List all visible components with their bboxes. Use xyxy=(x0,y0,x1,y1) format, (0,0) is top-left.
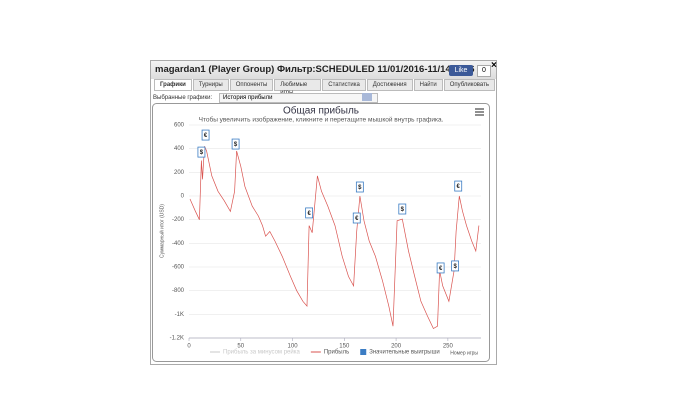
tab[interactable]: Турниры xyxy=(192,79,229,91)
chart: Общая прибыль Чтобы увеличить изображени… xyxy=(152,103,490,362)
win-flag-label: € xyxy=(307,211,311,217)
win-flag xyxy=(436,262,445,274)
tab[interactable]: Графики xyxy=(154,79,192,91)
chart-frame xyxy=(152,103,490,362)
win-flag-label: € xyxy=(355,216,359,222)
win-flag xyxy=(451,260,460,272)
tab[interactable]: Опубликовать xyxy=(443,79,495,91)
title-bar: magardan1 (Player Group) Фильтр:SCHEDULE… xyxy=(151,60,497,79)
x-tick-label: 150 xyxy=(339,344,350,350)
y-tick-label: -1.2K xyxy=(170,336,184,342)
window-title: magardan1 (Player Group) Фильтр:SCHEDULE… xyxy=(155,64,475,75)
close-button[interactable]: × xyxy=(491,60,497,71)
y-tick-label: 0 xyxy=(181,194,185,200)
legend-label: Прибыль xyxy=(324,350,349,356)
x-tick-label: 250 xyxy=(443,344,454,350)
profit-line xyxy=(189,146,480,329)
win-flag xyxy=(305,207,314,219)
y-tick-label: -800 xyxy=(172,288,185,294)
win-flag xyxy=(197,146,206,158)
win-flag-label: $ xyxy=(358,185,362,191)
win-flag xyxy=(454,180,463,192)
tab[interactable]: Любимые игры xyxy=(274,79,322,96)
like-count: 0 xyxy=(477,65,491,77)
win-flag xyxy=(398,203,407,215)
legend-label: Прибыль за минусом рейка xyxy=(223,349,301,356)
y-tick-label: 200 xyxy=(174,170,185,176)
win-flag xyxy=(201,129,210,141)
x-tick-label: 200 xyxy=(391,344,402,350)
win-flag-label: € xyxy=(457,184,461,190)
y-tick-label: 600 xyxy=(174,123,185,129)
tab[interactable]: Достижения xyxy=(366,79,413,91)
y-tick-label: -600 xyxy=(172,265,185,271)
win-flag-label: $ xyxy=(234,142,238,148)
x-tick-label: 100 xyxy=(288,344,299,350)
chart-title: Общая прибыль xyxy=(283,105,359,117)
win-flag-label: € xyxy=(204,133,208,139)
win-flag-label: € xyxy=(439,266,443,272)
win-flag-label: $ xyxy=(401,207,405,213)
tab[interactable]: Оппоненты xyxy=(229,79,274,91)
selector-label: Выбранные графики: xyxy=(153,95,213,101)
win-flag xyxy=(231,138,240,150)
win-flag-label: $ xyxy=(200,150,204,156)
x-axis-label: Номер игры xyxy=(450,350,478,356)
legend-label: Значительные выигрыши xyxy=(369,350,440,356)
y-axis-label: Суммарный итог (USD) xyxy=(158,204,165,258)
selector-arrow[interactable] xyxy=(362,93,372,101)
y-tick-label: -1K xyxy=(175,312,184,318)
legend-swatch xyxy=(360,349,367,355)
menu-icon[interactable] xyxy=(475,108,484,116)
y-tick-label: -200 xyxy=(172,217,185,223)
y-tick-label: 400 xyxy=(174,146,185,152)
win-flag xyxy=(355,181,364,193)
like-button[interactable]: Like xyxy=(449,65,473,76)
y-tick-label: -400 xyxy=(172,241,185,247)
chart-selector[interactable]: История прибыли xyxy=(219,93,378,103)
win-flag-label: $ xyxy=(453,264,457,270)
tab[interactable]: Статистика xyxy=(322,79,366,91)
x-tick-label: 50 xyxy=(237,344,244,350)
chart-subtitle: Чтобы увеличить изображение, кликните и … xyxy=(199,116,444,124)
win-flag xyxy=(352,212,361,224)
tab[interactable]: Найти xyxy=(413,79,443,91)
x-tick-label: 0 xyxy=(187,344,191,350)
